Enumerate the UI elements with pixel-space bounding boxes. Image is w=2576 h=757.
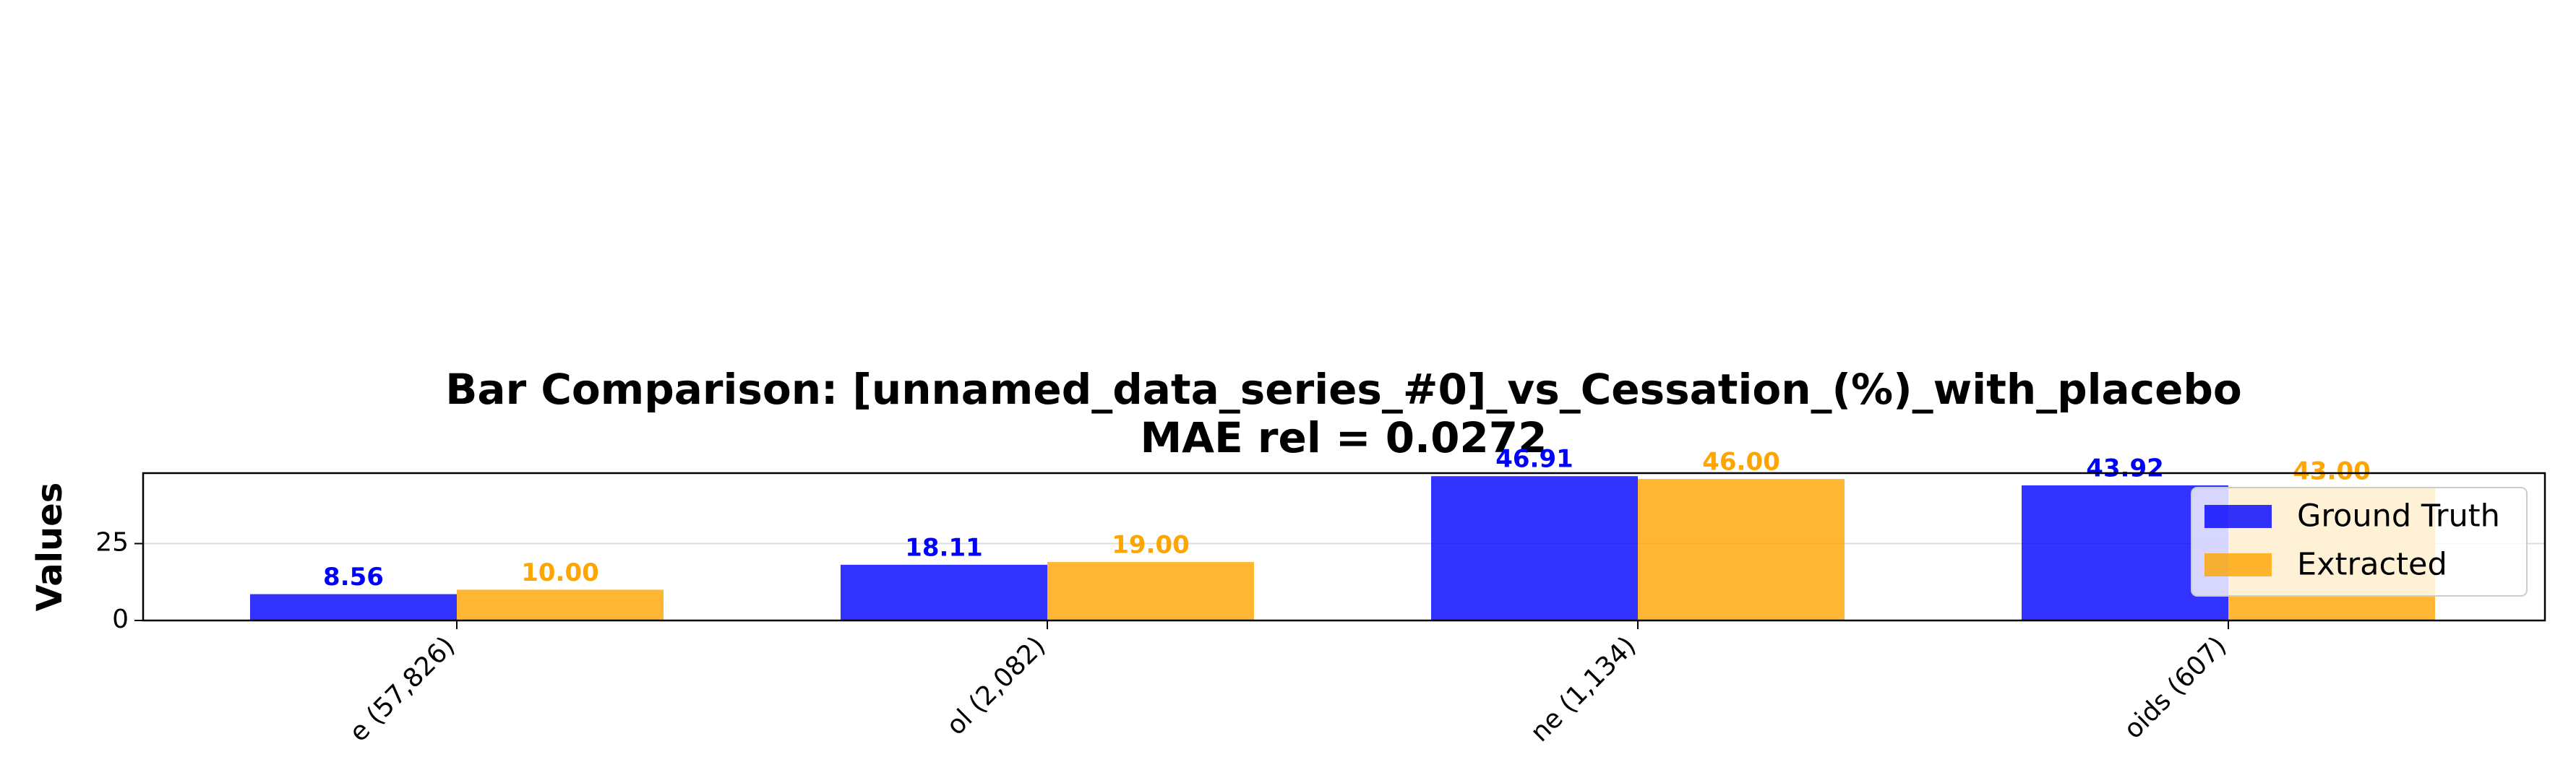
bar [1431,476,1638,620]
value-label: 10.00 [521,558,599,587]
bar [1047,562,1254,620]
chart-subtitle: MAE rel = 0.0272 [1140,413,1547,462]
bar [1638,479,1845,620]
value-label: 43.00 [2293,457,2371,485]
value-label: 46.00 [1702,448,1780,477]
value-label: 18.11 [905,533,983,562]
legend-swatch [2204,505,2272,528]
x-tick-label: ne (1,134) [1525,631,1642,748]
y-axis-label: Values [30,483,70,612]
legend-swatch [2204,553,2272,576]
bar [457,589,664,620]
bar [250,594,457,620]
value-label: 8.56 [323,563,384,592]
x-tick-label: ol (2,082) [941,631,1051,740]
legend-label: Ground Truth [2297,498,2500,535]
value-label: 19.00 [1112,531,1190,560]
y-tick-label: 25 [95,528,129,558]
legend-box [2191,487,2528,597]
legend-label: Extracted [2297,547,2447,583]
x-tick-label: oids (607) [2118,631,2233,745]
bar [841,564,1047,620]
chart-title: Bar Comparison: [unnamed_data_series_#0]… [445,365,2242,414]
value-label: 46.91 [1495,445,1573,474]
x-tick-label: e (57,826) [344,631,461,748]
y-tick-label: 0 [112,605,129,634]
value-label: 43.92 [2086,454,2164,483]
plot-frame [142,472,2546,622]
